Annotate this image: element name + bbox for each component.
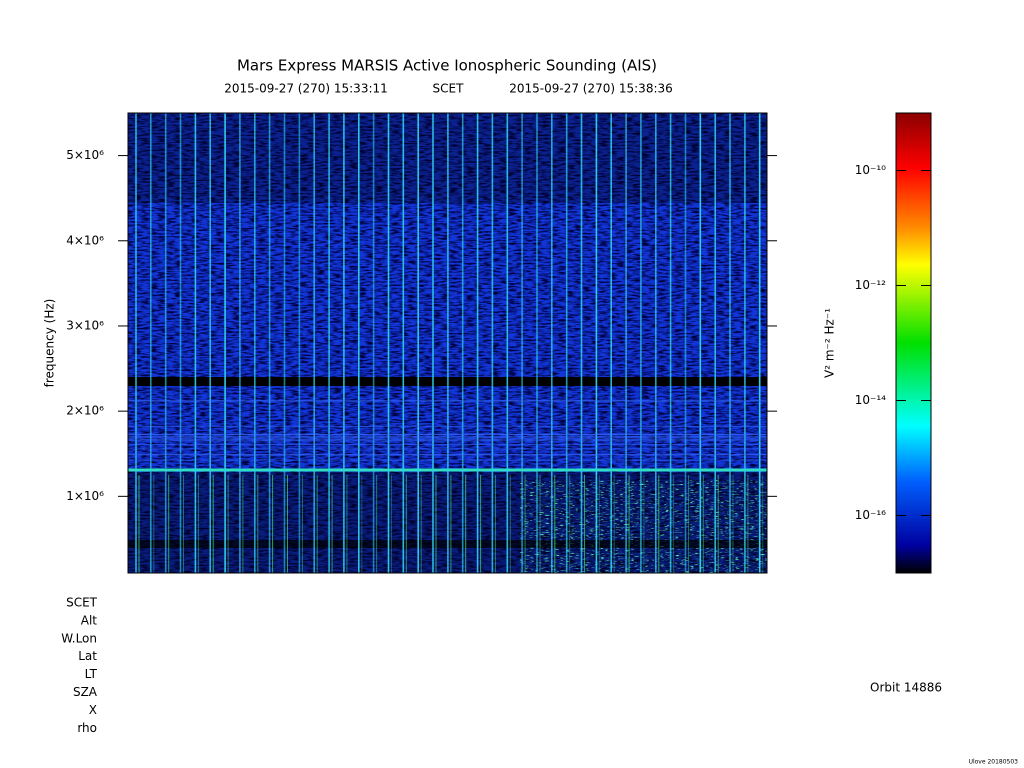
y-tick-label: 1×10⁶ [66, 489, 104, 503]
orbit-label: Orbit 14886 [870, 681, 942, 695]
time-system: SCET [433, 82, 465, 96]
ephemeris-label: Alt [81, 613, 98, 627]
ephemeris-label: W.Lon [61, 631, 97, 645]
footer: Ulove 20180503 [969, 759, 1019, 766]
ephemeris-label: X [89, 703, 97, 717]
chart-title: Mars Express MARSIS Active Ionospheric S… [237, 57, 657, 75]
colorbar [895, 112, 932, 574]
colorbar-tick-label: 10⁻¹⁴ [855, 393, 886, 407]
spectrogram [128, 113, 767, 573]
ephemeris-label: SCET [66, 596, 98, 610]
colorbar-tick-label: 10⁻¹⁰ [855, 163, 886, 177]
ephemeris-label: SZA [73, 685, 98, 699]
plot-frame [127, 112, 768, 574]
y-tick-label: 4×10⁶ [66, 233, 104, 247]
start-time: 2015-09-27 (270) 15:33:11 [224, 82, 388, 96]
spectrogram-texture [520, 480, 767, 573]
ephemeris-label: LT [85, 667, 98, 681]
y-tick-label: 2×10⁶ [66, 404, 104, 418]
colorbar-label: V² m⁻² Hz⁻¹ [823, 308, 837, 378]
y-axis-label: frequency (Hz) [43, 299, 57, 388]
ephemeris-label: Lat [78, 649, 97, 663]
colorbar-tick-label: 10⁻¹⁶ [855, 508, 886, 522]
y-tick-label: 3×10⁶ [66, 318, 104, 332]
end-time: 2015-09-27 (270) 15:38:36 [509, 82, 673, 96]
ephemeris-label: rho [77, 721, 97, 735]
colorbar-tick-label: 10⁻¹² [855, 278, 886, 292]
y-tick-label: 5×10⁶ [66, 148, 104, 162]
